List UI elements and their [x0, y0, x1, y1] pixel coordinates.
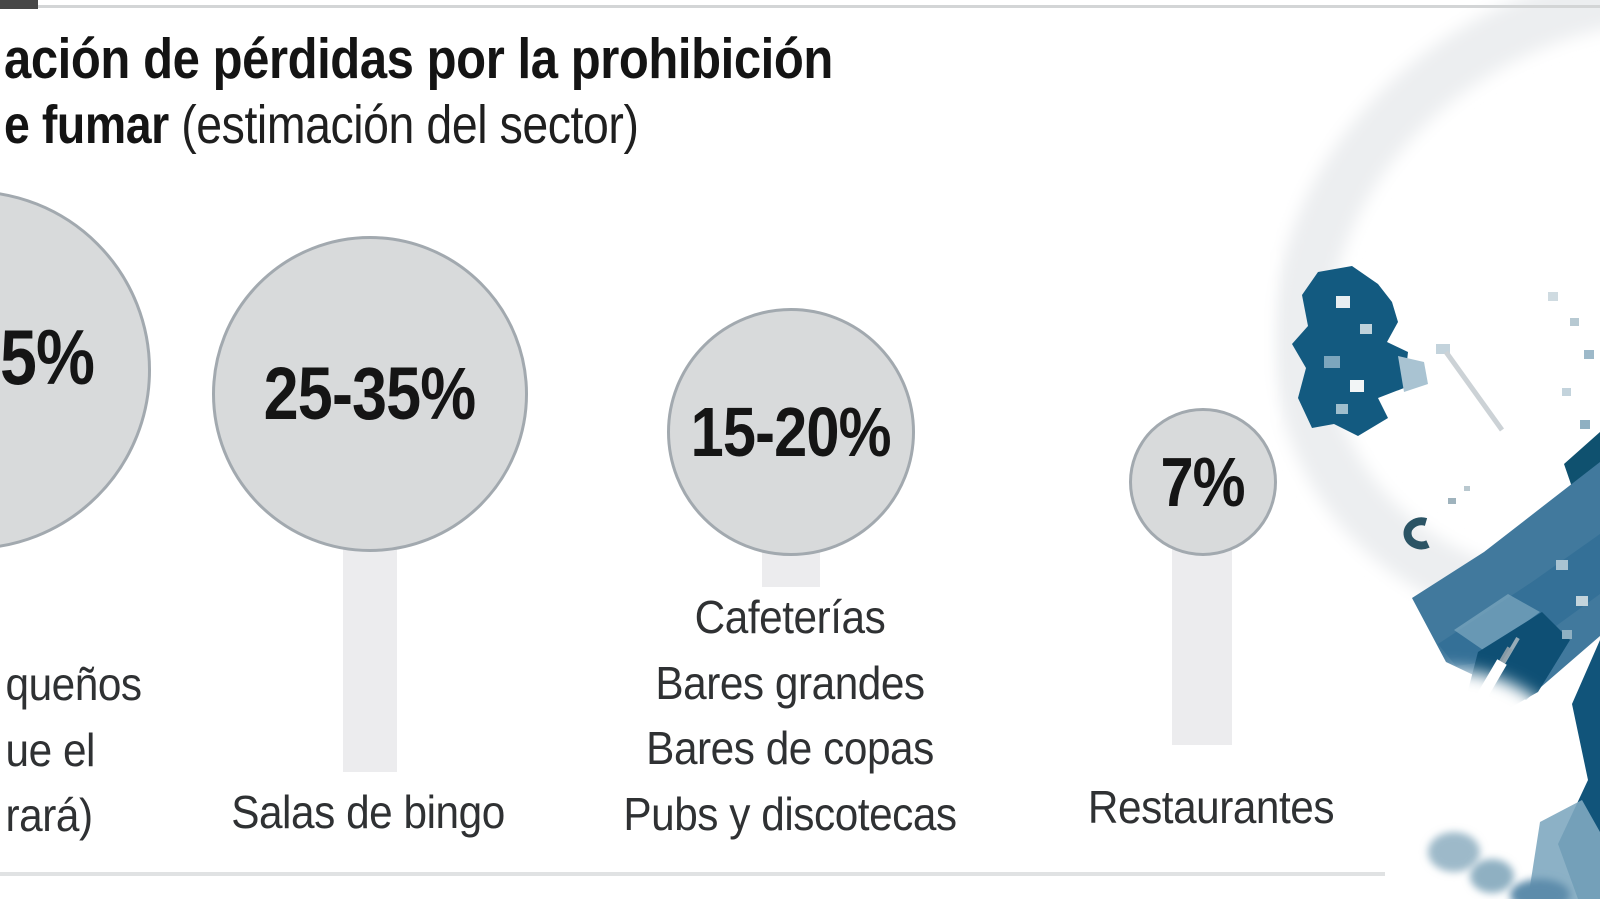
bubble-4-value: 7% [1160, 443, 1246, 521]
bubble-1-value: 5% [0, 313, 95, 401]
title-line-2: e fumar (estimación del sector) [4, 92, 833, 158]
top-border-line [0, 5, 1600, 8]
bubble-3-label-line-3: Bares de copas [646, 722, 934, 774]
bottom-border-line [0, 872, 1385, 876]
bubble-1-label-line-3: rará) [5, 789, 94, 841]
bubble-1-label-line-1: queños [5, 658, 143, 710]
bubble-4-circle: 7% [1129, 408, 1277, 556]
bubble-1-label-line-2: ue el [5, 723, 96, 776]
bubble-1-label: queños ue el rará) [0, 652, 282, 849]
title-line-2-note: (estimación del sector) [181, 95, 639, 155]
bubble-3-label-line-2: Bares grandes [655, 656, 925, 709]
bubble-4-stem [1172, 540, 1232, 745]
bubble-3-value: 15-20% [691, 393, 892, 471]
top-border-dark-segment [0, 0, 38, 9]
bubble-3-label-line-4: Pubs y discotecas [623, 787, 957, 840]
bubble-3-label-line-1: Cafeterías [694, 591, 886, 643]
page-title: ación de pérdidas por la prohibición e f… [4, 26, 833, 158]
bubble-4-label: Restaurantes [1087, 781, 1335, 833]
bubble-2-circle: 25-35% [212, 236, 528, 552]
bubble-2-stem [343, 538, 397, 772]
bubble-3-circle: 15-20% [667, 308, 915, 556]
title-line-1: ación de pérdidas por la prohibición [4, 27, 833, 91]
title-line-2-bold: e fumar [4, 95, 169, 155]
bubble-3-label: Cafeterías Bares grandes Bares de copas … [606, 585, 974, 847]
bubble-2-label: Salas de bingo [231, 786, 505, 838]
background-photo-smoking [1240, 0, 1600, 899]
bubble-2-value: 25-35% [264, 352, 477, 435]
